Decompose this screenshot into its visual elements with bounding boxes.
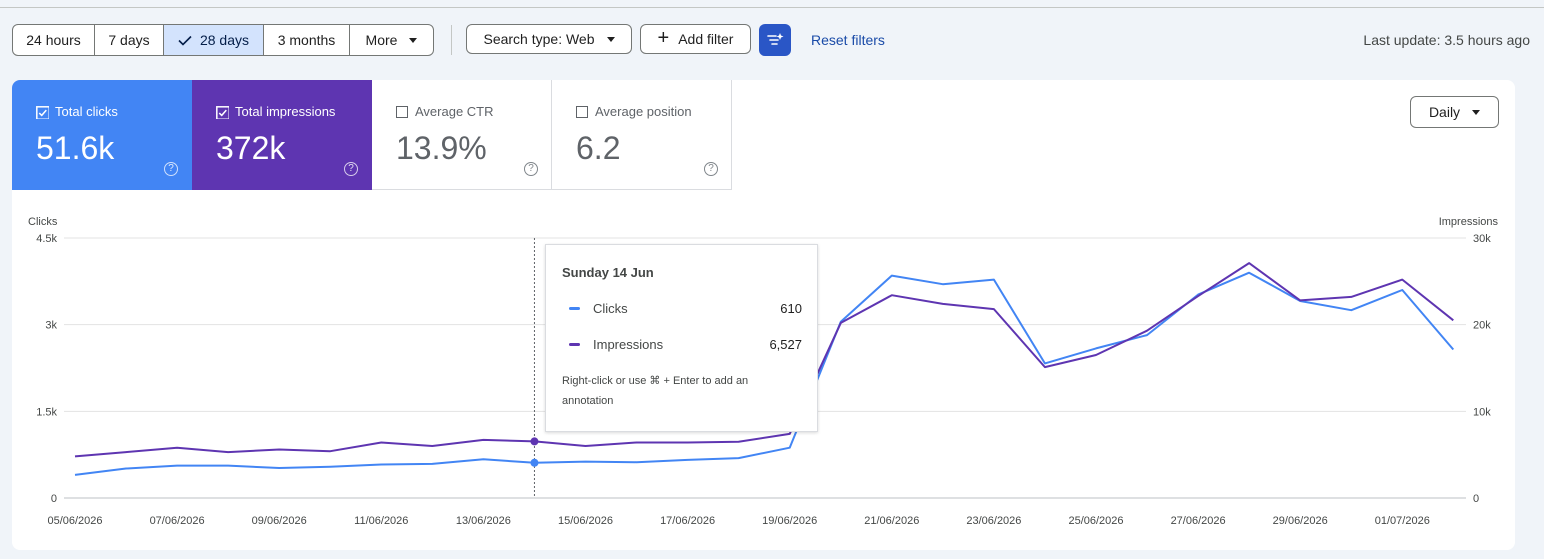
sparkle-filter-icon — [767, 33, 784, 45]
metric-value: 51.6k — [36, 130, 115, 166]
x-tick-label: 13/06/2026 — [456, 515, 511, 527]
help-icon[interactable]: ? — [344, 162, 358, 176]
hover-point-impressions — [530, 437, 539, 446]
add-filter-button[interactable]: + Add filter — [640, 24, 751, 54]
tooltip-series-value: 610 — [780, 301, 802, 316]
range-label: 24 hours — [26, 32, 81, 48]
help-icon[interactable]: ? — [524, 162, 538, 176]
range-24-hours[interactable]: 24 hours — [13, 25, 95, 55]
tooltip-hint: Right-click or use ⌘ + Enter to add an a… — [562, 375, 749, 407]
right-tick-label: 20k — [1473, 320, 1491, 332]
range-label: 28 days — [199, 32, 250, 48]
x-tick-label: 07/06/2026 — [150, 515, 205, 527]
tooltip-date: Sunday 14 Jun — [562, 265, 654, 280]
metric-label: Average position — [595, 104, 692, 119]
hover-point-clicks — [530, 458, 539, 467]
series-line-impressions[interactable] — [74, 262, 1454, 458]
add-filter-label: Add filter — [678, 31, 734, 47]
range-7-days[interactable]: 7 days — [95, 25, 164, 55]
series-line-clicks[interactable] — [74, 271, 1455, 476]
x-tick-label: 11/06/2026 — [354, 515, 408, 527]
legend-swatch-icon — [569, 343, 580, 346]
metric-label: Total impressions — [235, 104, 336, 119]
chevron-down-icon — [409, 37, 418, 43]
checkbox-checked-icon[interactable] — [216, 106, 229, 119]
x-tick-label: 23/06/2026 — [966, 515, 1021, 527]
checkbox-unchecked-icon[interactable] — [396, 106, 408, 118]
tooltip-series-value: 6,527 — [769, 337, 802, 352]
x-tick-label: 19/06/2026 — [762, 515, 817, 527]
tooltip-series-name: Clicks — [593, 301, 628, 316]
checkbox-checked-icon[interactable] — [36, 106, 49, 119]
x-tick-label: 05/06/2026 — [47, 515, 102, 527]
range-label: 3 months — [277, 32, 336, 48]
x-tick-label: 01/07/2026 — [1375, 515, 1430, 527]
right-tick-label: 10k — [1473, 406, 1491, 418]
x-tick-label: 21/06/2026 — [864, 515, 919, 527]
toolbar-divider — [451, 25, 452, 55]
metric-average-ctr[interactable]: Average CTR 13.9% ? — [372, 80, 552, 190]
search-type-label: Search type: Web — [483, 31, 595, 47]
date-range-selector: 24 hours 7 days 28 days 3 months More — [12, 24, 434, 56]
metric-label: Total clicks — [55, 104, 118, 119]
left-axis-title: Clicks — [28, 216, 58, 228]
metric-total-impressions[interactable]: Total impressions 372k ? — [192, 80, 372, 190]
metric-value: 6.2 — [576, 130, 621, 166]
chevron-down-icon — [606, 36, 615, 42]
metric-label: Average CTR — [415, 104, 494, 119]
left-tick-label: 4.5k — [36, 233, 57, 245]
chart-series — [74, 238, 1455, 498]
tooltip-series-name: Impressions — [593, 337, 664, 352]
top-divider — [0, 7, 1544, 8]
chart-tooltip: Sunday 14 Jun Clicks 610 Impressions 6,5… — [545, 244, 818, 432]
metric-total-clicks[interactable]: Total clicks 51.6k ? — [12, 80, 192, 190]
legend-swatch-icon — [569, 307, 580, 310]
range-label: More — [365, 32, 398, 48]
search-type-dropdown[interactable]: Search type: Web — [466, 24, 632, 54]
checkbox-unchecked-icon[interactable] — [576, 106, 588, 118]
x-tick-label: 17/06/2026 — [660, 515, 715, 527]
granularity-label: Daily — [1428, 104, 1461, 120]
x-tick-label: 25/06/2026 — [1068, 515, 1123, 527]
chevron-down-icon — [1472, 109, 1481, 115]
left-tick-label: 1.5k — [36, 406, 57, 418]
tooltip-row-impressions: Impressions 6,527 — [562, 337, 802, 353]
range-3-months[interactable]: 3 months — [264, 25, 350, 55]
checkmark-icon — [178, 35, 192, 46]
granularity-dropdown[interactable]: Daily — [1410, 96, 1499, 128]
right-axis-title: Impressions — [1439, 216, 1499, 228]
plus-icon: + — [657, 27, 670, 49]
reset-filters-link[interactable]: Reset filters — [811, 32, 885, 48]
range-28-days[interactable]: 28 days — [164, 25, 264, 55]
range-more-dropdown[interactable]: More — [350, 25, 433, 55]
left-tick-label: 0 — [51, 493, 57, 505]
left-tick-label: 3k — [45, 320, 57, 332]
metric-average-position[interactable]: Average position 6.2 ? — [552, 80, 732, 190]
help-icon[interactable]: ? — [164, 162, 178, 176]
tooltip-row-clicks: Clicks 610 — [562, 301, 802, 317]
metric-value: 372k — [216, 130, 286, 166]
x-tick-label: 29/06/2026 — [1273, 515, 1328, 527]
x-tick-label: 15/06/2026 — [558, 515, 613, 527]
chart-axes: 0 0 1.5k 10k 3k 20k 4.5k 30k Clicks Impressions 05… — [28, 216, 1499, 527]
right-tick-label: 0 — [1473, 493, 1479, 505]
range-label: 7 days — [108, 32, 150, 48]
right-tick-label: 30k — [1473, 233, 1491, 245]
ai-filter-button[interactable] — [759, 24, 791, 56]
x-tick-label: 09/06/2026 — [252, 515, 307, 527]
x-tick-label: 27/06/2026 — [1171, 515, 1226, 527]
metric-value: 13.9% — [396, 130, 487, 166]
last-update-text: Last update: 3.5 hours ago — [1363, 32, 1530, 48]
help-icon[interactable]: ? — [704, 162, 718, 176]
